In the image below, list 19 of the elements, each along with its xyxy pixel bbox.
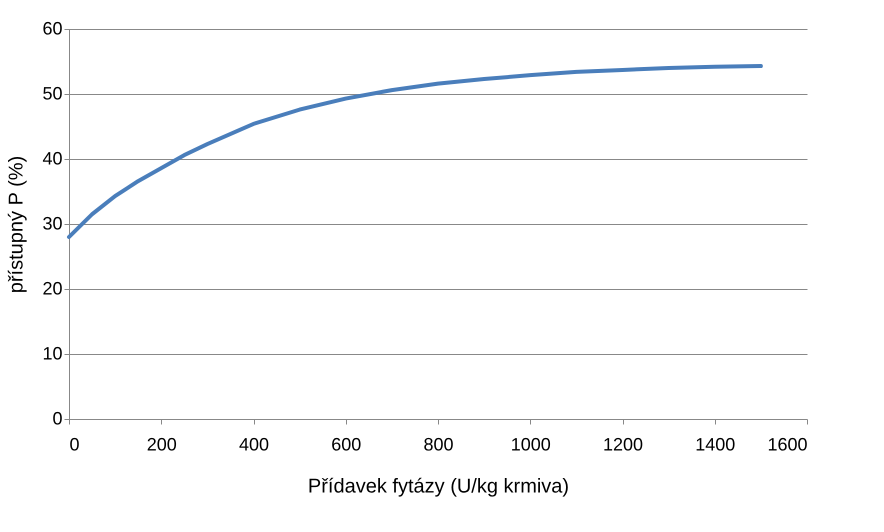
y-tick-label: 40 <box>42 148 62 168</box>
y-tick-label: 50 <box>42 84 62 104</box>
y-axis-title: přístupný P (%) <box>5 156 28 294</box>
line-series <box>67 64 763 239</box>
x-tick-label: 1400 <box>695 434 736 454</box>
x-tick-label: 1600 <box>767 434 808 454</box>
x-tick-label: 1000 <box>510 434 551 454</box>
y-tick-label: 60 <box>42 18 62 38</box>
y-tick-label: 20 <box>42 278 62 298</box>
x-tick-label: 600 <box>331 434 362 454</box>
x-tick-label: 400 <box>238 434 270 454</box>
x-tick-label: 1200 <box>602 434 644 454</box>
y-tick-label: 10 <box>42 344 62 364</box>
x-tick-label: 800 <box>423 434 454 454</box>
y-tick-label: 30 <box>42 214 62 234</box>
x-tick-label: 0 <box>70 434 80 454</box>
x-axis-title: Přídavek fytázy (U/kg krmiva) <box>308 476 570 498</box>
x-tick-label: 200 <box>146 434 177 454</box>
y-tick-label: 0 <box>52 408 62 428</box>
